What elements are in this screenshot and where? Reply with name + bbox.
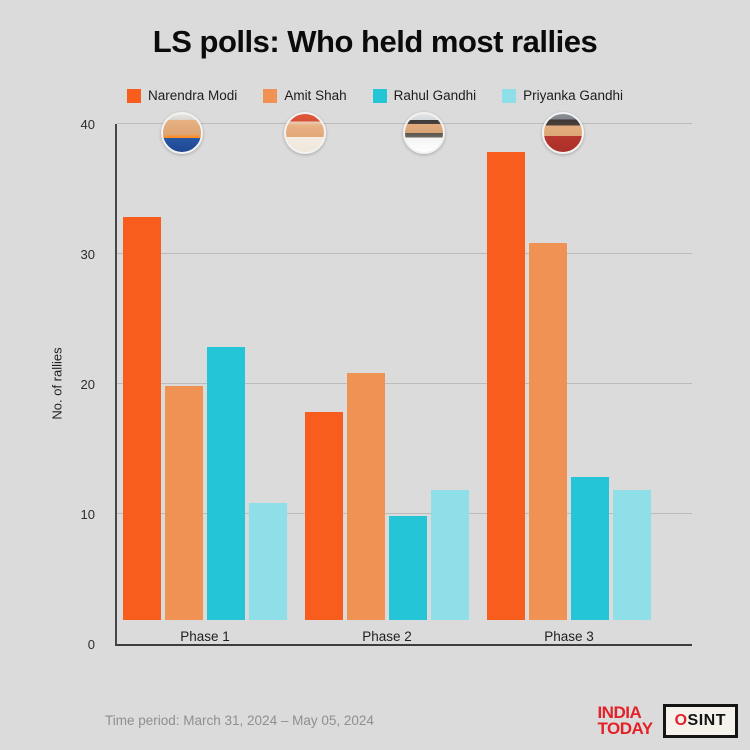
bar-group-phase-3: Phase 3 [487,124,651,644]
bars-phase-3 [487,124,651,620]
bars-phase-2 [305,124,469,620]
legend-col-priyanka-gandhi: Priyanka Gandhi [502,88,623,154]
legend-col-rahul-gandhi: Rahul Gandhi [372,88,477,154]
rahul-gandhi-avatar [403,112,446,154]
legend-swatch-narendra-modi [127,88,142,103]
legend-label: Amit Shah [284,88,347,103]
legend-swatch-rahul-gandhi [372,88,387,103]
bar-phase-2-priyanka-gandhi [431,490,469,620]
legend-label: Narendra Modi [148,88,238,103]
plot-area: Phase 1 Phase 2 Phase 3 [115,123,692,646]
bars-phase-1 [123,124,287,620]
india-today-line2: TODAY [597,719,653,738]
bar-phase-1-narendra-modi [123,217,161,620]
india-today-line1: INDIA [597,703,642,723]
page-title: LS polls: Who held most rallies [152,24,598,59]
x-tick-label-phase-3: Phase 3 [544,629,594,644]
bar-phase-2-rahul-gandhi [389,516,427,620]
bar-group-phase-2: Phase 2 [305,124,469,644]
india-today-logo: INDIA TODAY [597,703,653,738]
bar-phase-1-rahul-gandhi [207,347,245,620]
y-tick-label-20: 20 [80,377,95,392]
x-tick-label-phase-2: Phase 2 [362,629,412,644]
legend-item-rahul-gandhi: Rahul Gandhi [372,88,477,103]
legend-swatch-amit-shah [263,88,278,103]
legend-swatch-priyanka-gandhi [502,88,517,103]
bar-phase-1-priyanka-gandhi [249,503,287,620]
time-period-text: Time period: March 31, 2024 – May 05, 20… [105,713,374,728]
gridline-10 [117,513,692,514]
y-tick-label-40: 40 [80,117,95,132]
legend-col-amit-shah: Amit Shah [263,88,347,154]
y-tick-label-30: 30 [80,247,95,262]
legend-item-narendra-modi: Narendra Modi [127,88,237,103]
gridline-20 [117,383,692,384]
bar-phase-3-narendra-modi [487,152,525,620]
legend-item-amit-shah: Amit Shah [263,88,347,103]
bar-phase-3-amit-shah [529,243,567,620]
x-tick-label-phase-1: Phase 1 [180,629,230,644]
chart-header: LS polls: Who held most rallies Narendra… [0,0,750,154]
bar-phase-2-narendra-modi [305,412,343,620]
legend-label: Priyanka Gandhi [523,88,623,103]
y-tick-label-0: 0 [87,637,95,652]
amit-shah-avatar [283,112,326,154]
bar-phase-3-rahul-gandhi [571,477,609,620]
bar-phase-2-amit-shah [347,373,385,620]
gridline-30 [117,253,692,254]
bar-group-phase-1: Phase 1 [123,124,287,644]
brand-logos: INDIA TODAY OSINT [597,704,738,738]
bar-phase-1-amit-shah [165,386,203,620]
bar-phase-3-priyanka-gandhi [613,490,651,620]
y-axis-ticks: 0 10 20 30 40 [0,117,105,652]
osint-logo: OSINT [662,704,738,738]
legend-col-narendra-modi: Narendra Modi [127,88,237,154]
narendra-modi-avatar [161,112,204,154]
legend-label: Rahul Gandhi [393,88,477,103]
footer: Time period: March 31, 2024 – May 05, 20… [0,694,750,750]
priyanka-gandhi-avatar [541,112,584,154]
bar-groups: Phase 1 Phase 2 Phase 3 [117,124,692,644]
legend: Narendra Modi Amit Shah Rahul Gandhi Priyan… [0,88,750,154]
y-tick-label-10: 10 [80,507,95,522]
legend-item-priyanka-gandhi: Priyanka Gandhi [502,88,623,103]
